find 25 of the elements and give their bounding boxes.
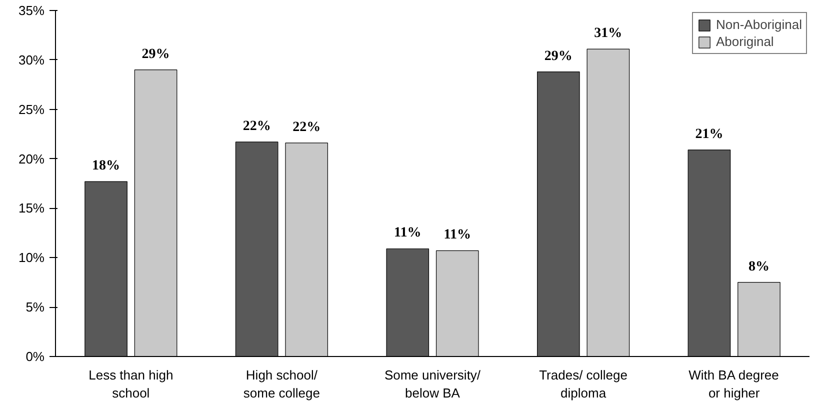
data-label: 29% [544, 48, 572, 64]
data-label: 8% [748, 259, 770, 274]
y-tick-label: 15% [18, 200, 45, 216]
data-label: 31% [594, 26, 622, 42]
x-tick-label: Trades/ college diploma [539, 368, 628, 400]
x-tick-label: With BA degree or higher [688, 368, 779, 400]
data-label: 22% [292, 120, 321, 135]
x-tick-label: High school/ some college [243, 368, 320, 400]
legend-label: Non-Aboriginal [716, 17, 802, 32]
y-tick-label: 30% [18, 52, 45, 68]
data-label: 21% [695, 126, 724, 142]
data-label: 11% [444, 228, 472, 243]
y-tick-label: 0% [26, 349, 45, 364]
y-tick-label: 25% [18, 102, 45, 117]
data-label: 18% [92, 158, 120, 174]
y-tick-label: 10% [18, 250, 45, 266]
y-tick-label: 5% [26, 300, 45, 315]
y-tick-label: 35% [18, 3, 45, 18]
x-tick-label: Less than high school [88, 368, 174, 400]
data-label: 11% [394, 226, 422, 241]
x-tick-label: Some university/ below BA [384, 368, 481, 400]
legend-label: Aboriginal [716, 34, 774, 49]
y-tick-label: 20% [18, 151, 45, 166]
data-label: 22% [242, 118, 271, 134]
data-label: 29% [142, 46, 170, 62]
